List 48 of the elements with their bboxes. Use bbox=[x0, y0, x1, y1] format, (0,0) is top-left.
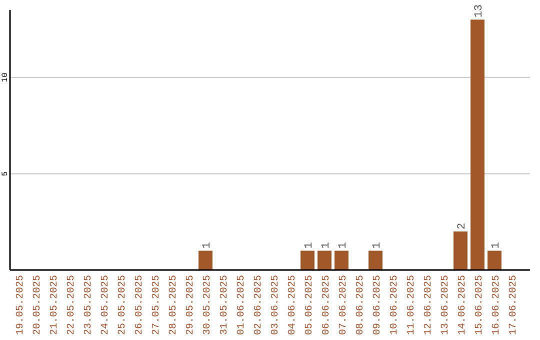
x-tick-label: 22.05.2025 bbox=[66, 275, 78, 336]
x-tick-label: 14.06.2025 bbox=[458, 275, 468, 336]
x-tick-label: 19.05.2025 bbox=[16, 275, 26, 336]
x-tick-label: 24.05.2025 bbox=[100, 275, 112, 336]
x-tick-label: 02.06.2025 bbox=[254, 275, 264, 336]
x-tick-label: 26.05.2025 bbox=[134, 275, 146, 336]
x-tick-label: 11.06.2025 bbox=[406, 275, 418, 336]
y-tick-label: 5 bbox=[1, 171, 10, 176]
x-tick-label: 31.05.2025 bbox=[220, 275, 230, 336]
x-tick-label: 07.06.2025 bbox=[338, 275, 350, 336]
x-tick-label: 23.05.2025 bbox=[84, 275, 94, 336]
x-tick-label: 08.06.2025 bbox=[356, 275, 366, 336]
data-label: 1 bbox=[372, 242, 384, 249]
bar bbox=[198, 250, 212, 270]
x-tick-label: 28.05.2025 bbox=[168, 275, 180, 336]
x-tick-label: 05.06.2025 bbox=[304, 275, 316, 336]
data-label: 1 bbox=[304, 242, 316, 249]
x-tick-label: 12.06.2025 bbox=[424, 275, 434, 336]
x-tick-label: 13.06.2025 bbox=[440, 275, 452, 336]
x-tick-label: 03.06.2025 bbox=[270, 275, 282, 336]
data-label: 1 bbox=[490, 242, 502, 249]
x-tick-label: 04.06.2025 bbox=[288, 275, 298, 336]
bar bbox=[454, 231, 468, 270]
bar bbox=[470, 20, 484, 270]
data-label: 1 bbox=[202, 242, 214, 249]
x-tick-label: 25.05.2025 bbox=[118, 275, 128, 336]
y-tick-label: 10 bbox=[1, 72, 10, 82]
x-tick-label: 17.06.2025 bbox=[508, 275, 520, 336]
bar bbox=[318, 250, 332, 270]
bar bbox=[300, 250, 314, 270]
x-tick-label: 16.06.2025 bbox=[492, 275, 502, 336]
x-tick-label: 09.06.2025 bbox=[372, 275, 384, 336]
bar bbox=[334, 250, 348, 270]
x-tick-label: 15.06.2025 bbox=[474, 275, 486, 336]
x-tick-label: 29.05.2025 bbox=[186, 275, 196, 336]
x-tick-label: 10.06.2025 bbox=[390, 275, 400, 336]
data-label: 13 bbox=[474, 4, 486, 18]
x-tick-label: 30.05.2025 bbox=[202, 275, 214, 336]
data-label: 2 bbox=[456, 222, 468, 230]
x-tick-label: 20.05.2025 bbox=[32, 275, 44, 336]
x-tick-label: 21.05.2025 bbox=[50, 275, 60, 336]
data-label: 1 bbox=[320, 242, 332, 249]
bar bbox=[488, 250, 502, 270]
data-label: 1 bbox=[338, 242, 350, 249]
bar bbox=[368, 250, 382, 270]
x-tick-label: 27.05.2025 bbox=[152, 275, 162, 336]
x-tick-label: 06.06.2025 bbox=[322, 275, 332, 336]
x-tick-label: 01.06.2025 bbox=[236, 275, 248, 336]
